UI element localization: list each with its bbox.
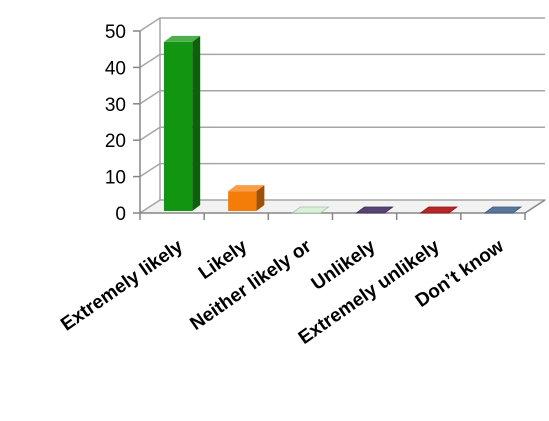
x-category-label: Neither likely or bbox=[186, 236, 315, 335]
x-category-label: Extremely likely bbox=[57, 236, 187, 336]
floor bbox=[138, 199, 547, 214]
bar-side bbox=[256, 185, 265, 211]
bar-side bbox=[192, 35, 201, 211]
bar-top bbox=[291, 206, 330, 214]
y-tick-label: 40 bbox=[105, 58, 126, 79]
y-tick-labels: 0 10 20 30 40 50 bbox=[105, 22, 126, 225]
y-tick-label: 20 bbox=[105, 131, 126, 152]
bar-front bbox=[163, 41, 193, 211]
bar-top bbox=[163, 35, 201, 42]
bar-top bbox=[483, 206, 523, 214]
bar-front bbox=[228, 191, 257, 211]
axes bbox=[133, 18, 546, 220]
bar bbox=[163, 35, 201, 211]
y-tick-label: 30 bbox=[105, 95, 126, 116]
bar-top bbox=[419, 206, 459, 214]
bar bbox=[291, 206, 330, 214]
bar-top bbox=[228, 185, 265, 192]
bar-top bbox=[355, 206, 394, 214]
bars bbox=[163, 35, 523, 214]
y-tick-label: 50 bbox=[105, 22, 126, 43]
floor-edge bbox=[524, 199, 546, 214]
bar bbox=[355, 206, 394, 214]
back-wall bbox=[160, 18, 545, 200]
y-tick-label: 10 bbox=[105, 168, 126, 189]
bar bbox=[483, 206, 523, 214]
chart-walls bbox=[138, 18, 547, 214]
bar bbox=[228, 185, 265, 211]
y-tick-label: 0 bbox=[115, 204, 126, 225]
x-category-label: Likely bbox=[195, 236, 252, 284]
bar bbox=[419, 206, 459, 214]
